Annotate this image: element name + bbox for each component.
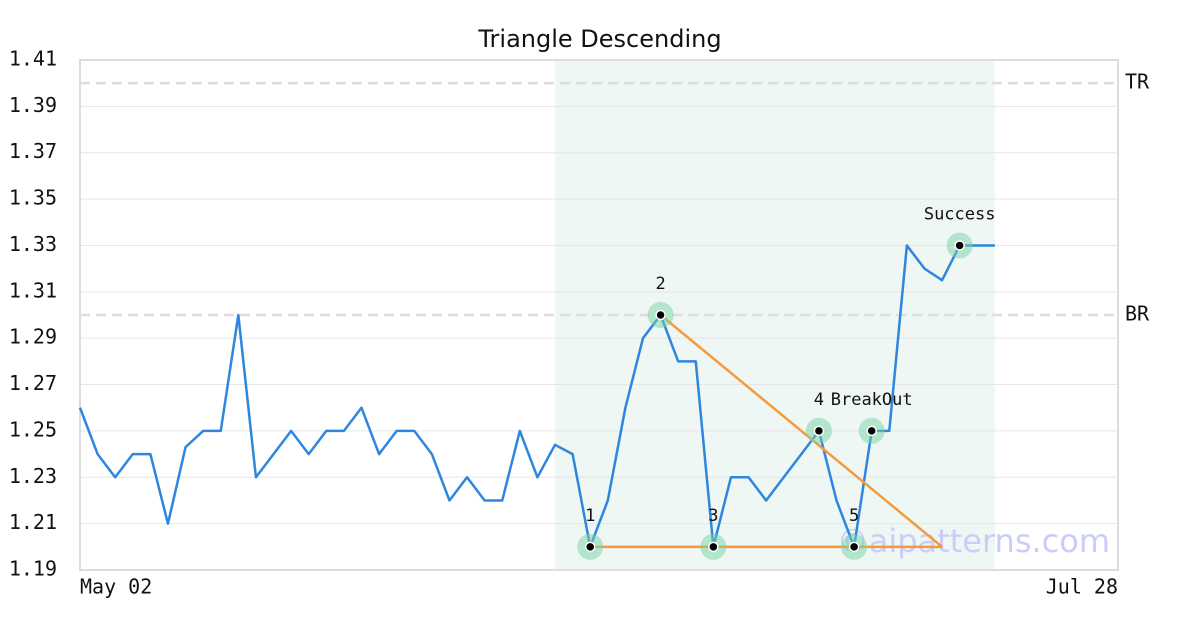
y-tick-label: 1.41 [9,47,57,71]
y-tick-label: 1.31 [9,278,57,302]
marker-dot [655,309,666,321]
marker-label: 2 [655,274,665,294]
marker-dot [708,541,719,553]
y-tick-label: 1.39 [9,93,57,117]
y-tick-label: 1.25 [9,417,57,441]
level-label: TR [1125,70,1150,94]
marker-label: 5 [849,506,859,526]
watermark: ©aipatterns.com [837,522,1110,560]
y-tick-label: 1.29 [9,325,57,349]
chart-title: Triangle Descending [477,25,721,53]
marker-dot [848,541,860,553]
y-tick-label: 1.33 [9,232,57,256]
marker-label: BreakOut [831,390,913,410]
marker-label: 3 [708,506,718,526]
marker-dot [584,541,596,553]
marker-label: Success [924,204,996,224]
y-tick-label: 1.35 [9,186,57,210]
x-tick-label: Jul 28 [1046,575,1118,599]
marker-label: 1 [585,506,595,526]
pattern-line [659,314,943,548]
y-tick-label: 1.37 [9,139,57,163]
price-line [78,244,995,549]
marker-label: 4 [814,390,824,410]
y-tick-label: 1.23 [9,464,57,488]
y-tick-label: 1.27 [9,371,57,395]
level-label: BR [1125,302,1150,326]
marker-dot [954,240,965,251]
y-tick-label: 1.21 [9,510,57,534]
x-tick-label: May 02 [80,575,152,599]
marker-dot [866,425,877,437]
y-tick-label: 1.19 [9,557,57,581]
marker-dot [813,425,825,437]
